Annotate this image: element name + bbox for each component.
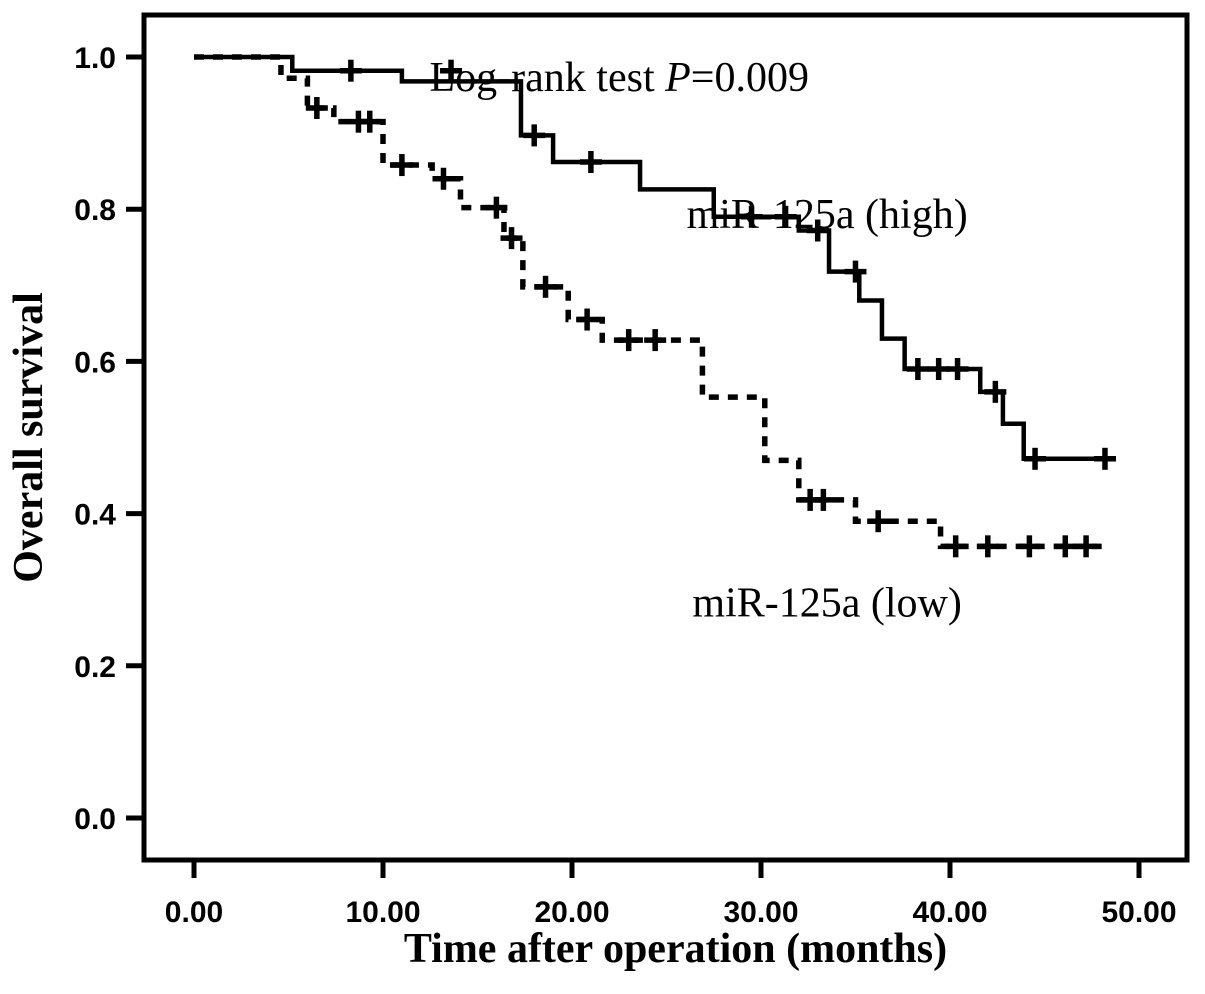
censor-mark-s0-5 <box>774 205 797 228</box>
y-tick-label-0: 0.0 <box>74 803 116 836</box>
series-line-0 <box>194 54 1105 462</box>
censor-mark-s0-10 <box>946 358 969 381</box>
series-label-high: miR-125a (high) <box>687 192 968 238</box>
y-tick-label-4: 0.8 <box>74 194 116 227</box>
censor-mark-s1-5 <box>485 196 508 219</box>
censor-mark-s1-8 <box>576 308 599 331</box>
censor-mark-s1-14 <box>944 535 967 558</box>
series-label-low: miR-125a (low) <box>692 580 961 626</box>
x-tick-label-2: 20.00 <box>534 896 609 929</box>
y-tick-label-5: 1.0 <box>74 42 116 75</box>
censor-mark-s1-16 <box>1018 535 1041 558</box>
axis-titles: Time after operation (months) Overall sur… <box>6 292 947 972</box>
censor-mark-s1-0 <box>305 96 328 119</box>
censor-mark-s0-11 <box>984 380 1007 403</box>
x-tick-label-3: 30.00 <box>723 896 798 929</box>
censor-mark-s0-2 <box>523 124 546 147</box>
y-tick-label-1: 0.2 <box>74 651 116 684</box>
censor-mark-s1-2 <box>358 110 381 133</box>
y-axis-ticks <box>126 54 144 821</box>
censor-mark-s0-4 <box>740 205 763 228</box>
series-censor-marks <box>305 59 1116 558</box>
censor-mark-s0-6 <box>806 219 829 242</box>
censor-mark-s0-1 <box>440 59 463 82</box>
x-tick-label-0: 0.00 <box>165 896 223 929</box>
p-value: =0.009 <box>691 55 809 101</box>
censor-mark-s0-3 <box>579 151 602 174</box>
censor-mark-s0-9 <box>927 358 950 381</box>
x-tick-label-1: 10.00 <box>345 896 420 929</box>
censor-mark-s1-4 <box>432 167 455 190</box>
censor-mark-s0-0 <box>339 59 362 82</box>
censor-mark-s1-12 <box>812 488 835 511</box>
y-axis-tick-labels: 0.0 0.2 0.4 0.6 0.8 1.0 <box>74 42 116 836</box>
censor-mark-s0-7 <box>844 260 867 283</box>
log-rank-prefix: Log-rank test <box>430 55 666 101</box>
censor-mark-s1-3 <box>390 154 413 177</box>
series-step-lines <box>194 54 1105 550</box>
censor-mark-s1-9 <box>617 329 640 352</box>
y-axis-title: Overall survival <box>6 292 52 582</box>
censor-mark-s0-8 <box>906 358 929 381</box>
censor-mark-s1-6 <box>500 227 523 250</box>
censor-mark-s1-17 <box>1054 535 1077 558</box>
censor-mark-s1-15 <box>976 535 999 558</box>
y-tick-label-2: 0.4 <box>74 499 116 532</box>
series-line-1 <box>194 54 1105 550</box>
log-rank-annotation: Log-rank test P=0.009 <box>430 55 809 101</box>
p-symbol: P <box>664 55 691 101</box>
series-text-labels: miR-125a (high) miR-125a (low) <box>687 192 968 626</box>
chart-annotations: Log-rank test P=0.009 <box>430 55 809 101</box>
plot-border <box>141 12 1190 863</box>
x-axis-title: Time after operation (months) <box>404 926 947 972</box>
x-tick-label-5: 50.00 <box>1101 896 1176 929</box>
y-tick-label-3: 0.6 <box>74 346 116 379</box>
plot-frame <box>141 12 1190 863</box>
x-tick-label-4: 40.00 <box>912 896 987 929</box>
censor-mark-s1-7 <box>534 275 557 298</box>
censor-mark-s0-13 <box>1093 447 1116 470</box>
x-axis-tick-labels: 0.00 10.00 20.00 30.00 40.00 50.00 <box>165 896 1177 929</box>
censor-mark-s1-13 <box>867 510 890 533</box>
censor-mark-s1-18 <box>1075 535 1098 558</box>
x-axis-ticks <box>191 860 1142 878</box>
censor-mark-s1-10 <box>644 329 667 352</box>
censor-mark-s0-12 <box>1024 447 1047 470</box>
